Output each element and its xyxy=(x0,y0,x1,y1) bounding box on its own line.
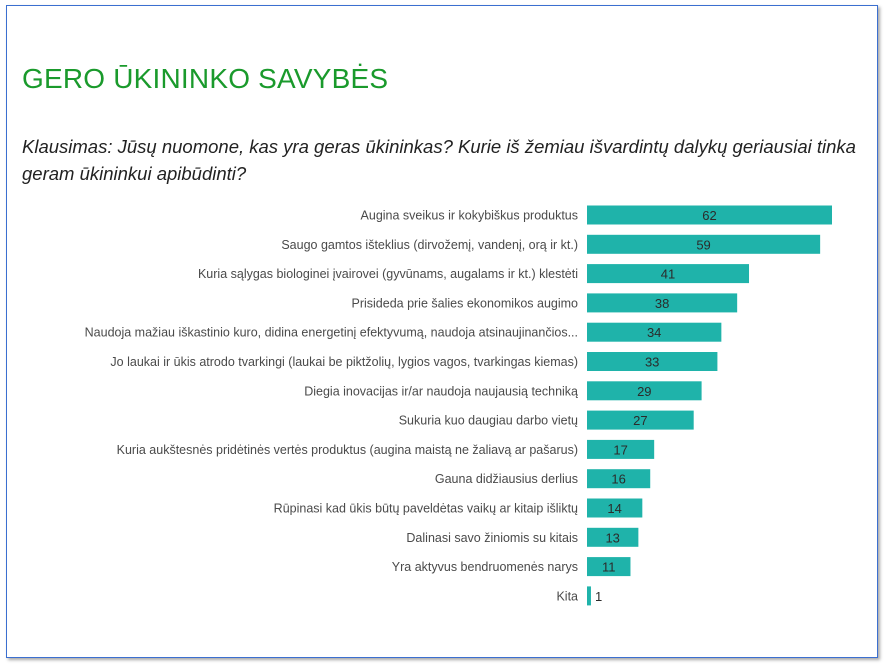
data-label: 38 xyxy=(655,296,669,311)
category-label: Jo laukai ir ūkis atrodo tvarkingi (lauk… xyxy=(110,355,578,369)
data-label: 27 xyxy=(633,413,647,428)
data-label: 59 xyxy=(696,237,710,252)
category-label: Yra aktyvus bendruomenės narys xyxy=(392,560,578,574)
bar xyxy=(587,498,643,518)
category-label: Kita xyxy=(556,589,578,603)
category-label: Gauna didžiausius derlius xyxy=(435,472,578,486)
bar xyxy=(587,381,702,401)
bar xyxy=(587,439,655,459)
data-label: 13 xyxy=(605,530,619,545)
data-label: 41 xyxy=(661,267,675,282)
bar xyxy=(587,469,651,489)
chart-frame xyxy=(6,5,878,658)
bar xyxy=(587,234,821,254)
category-label: Kuria aukštesnės pridėtinės vertės produ… xyxy=(117,443,578,457)
category-label: Dalinasi savo žiniomis su kitais xyxy=(406,531,578,545)
data-label: 17 xyxy=(613,442,627,457)
bar xyxy=(587,527,639,547)
category-label: Rūpinasi kad ūkis būtų paveldėtas vaikų … xyxy=(274,502,578,516)
data-label: 33 xyxy=(645,355,659,370)
category-label: Kuria sąlygas biologinei įvairovei (gyvū… xyxy=(198,267,578,281)
page-title: GERO ŪKININKO SAVYBĖS xyxy=(22,63,389,94)
data-label: 1 xyxy=(595,589,602,604)
data-label: 62 xyxy=(702,208,716,223)
question-text: Klausimas: Jūsų nuomone, kas yra geras ū… xyxy=(22,136,856,184)
category-label: Augina sveikus ir kokybiškus produktus xyxy=(361,209,578,223)
category-label: Naudoja mažiau iškastinio kuro, didina e… xyxy=(85,326,578,340)
data-label: 14 xyxy=(607,501,621,516)
bar xyxy=(587,352,718,371)
data-label: 16 xyxy=(611,472,625,487)
bar xyxy=(587,586,591,606)
bar xyxy=(587,557,631,577)
bar-chart: Augina sveikus ir kokybiškus produktus 62… xyxy=(85,205,832,606)
category-label: Prisideda prie šalies ekonomikos augimo xyxy=(351,296,578,310)
category-label: Sukuria kuo daugiau darbo vietų xyxy=(399,414,578,428)
bar xyxy=(587,410,694,430)
bar xyxy=(587,264,750,284)
bar xyxy=(587,322,722,342)
category-label: Diegia inovacijas ir/ar naudoja naujausi… xyxy=(304,384,578,398)
bar xyxy=(587,205,832,225)
data-label: 29 xyxy=(637,384,651,399)
data-label: 11 xyxy=(602,560,616,575)
data-label: 34 xyxy=(647,325,661,340)
bar xyxy=(587,293,738,313)
category-label: Saugo gamtos išteklius (dirvožemį, vande… xyxy=(281,238,578,252)
